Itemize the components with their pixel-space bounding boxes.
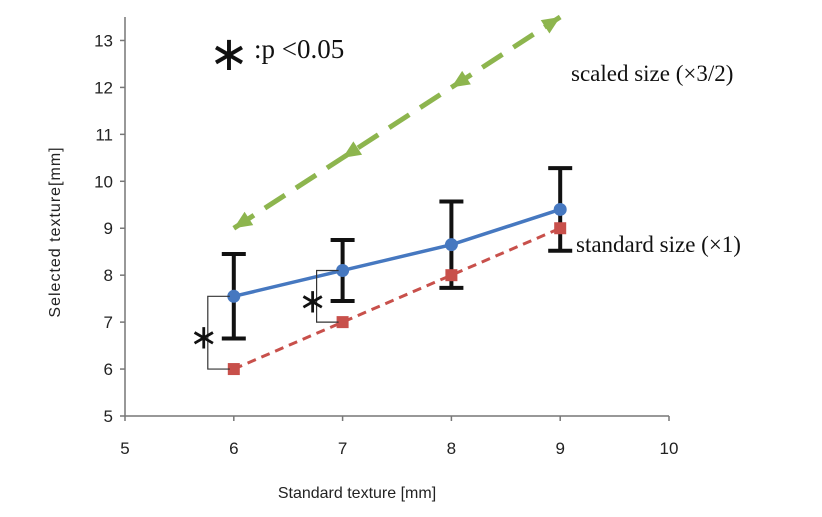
- point-standard: [336, 316, 349, 329]
- significance-legend-label: :p <0.05: [254, 34, 344, 64]
- x-tick-label: 9: [555, 439, 564, 458]
- significance-legend-star: ∗: [209, 28, 249, 81]
- y-tick-label: 9: [104, 219, 113, 238]
- y-tick-label: 13: [94, 31, 113, 50]
- significance-bracket: [316, 269, 339, 323]
- x-tick-label: 6: [229, 439, 238, 458]
- y-tick-label: 5: [104, 407, 113, 426]
- series-line-scaled: [232, 14, 562, 231]
- point-standard: [554, 222, 567, 235]
- annotations: ∗∗: [190, 269, 339, 370]
- point-measured: [227, 289, 241, 303]
- x-axis-title: Standard texture [mm]: [278, 485, 436, 502]
- point-scaled-arrow: [540, 17, 561, 34]
- series-label-scaled: scaled size (×3/2): [571, 61, 733, 86]
- y-axis-title: Selected texture[mm]: [47, 146, 64, 317]
- chart-marks: [221, 14, 573, 376]
- series-line-standard: [233, 226, 561, 371]
- point-standard: [227, 363, 240, 376]
- x-tick-label: 7: [338, 439, 347, 458]
- point-scaled-arrow: [233, 211, 254, 229]
- y-tick-label: 7: [104, 313, 113, 332]
- series-label-standard: standard size (×1): [576, 232, 741, 257]
- significance-star: ∗: [298, 283, 327, 320]
- point-measured: [553, 202, 567, 216]
- significance-star: ∗: [190, 320, 219, 357]
- y-tick-label: 6: [104, 360, 113, 379]
- y-tick-label: 12: [94, 78, 113, 97]
- significance-bracket: [207, 295, 230, 370]
- y-tick-label: 11: [95, 125, 113, 144]
- point-standard: [445, 269, 458, 282]
- x-tick-label: 8: [447, 439, 456, 458]
- point-measured: [444, 238, 458, 252]
- point-measured: [336, 263, 350, 277]
- x-tick-label: 5: [120, 439, 129, 458]
- x-tick-label: 10: [660, 439, 679, 458]
- point-scaled-arrow: [451, 70, 471, 88]
- axes: 5 6 7 8 9 10 11 12 13 5 6 7 8 9 10: [94, 17, 678, 458]
- point-scaled-arrow: [342, 141, 363, 158]
- series-line-measured: [233, 207, 561, 299]
- y-tick-label: 10: [94, 172, 113, 191]
- y-tick-label: 8: [104, 266, 113, 285]
